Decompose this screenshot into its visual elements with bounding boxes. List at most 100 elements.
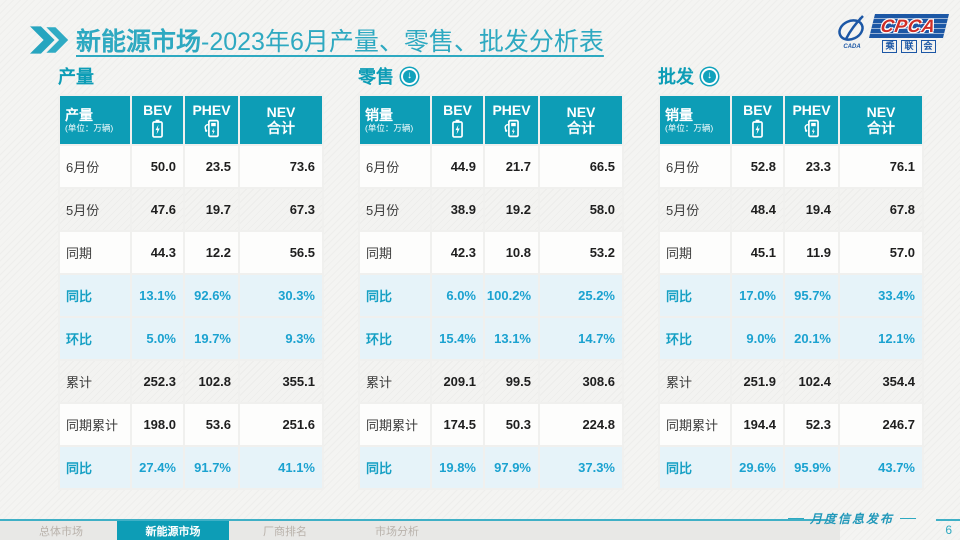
- cada-label: CADA: [843, 44, 861, 50]
- col-header-phev: PHEV: [783, 94, 840, 146]
- table-row: 环比 9.0% 20.1% 12.1%: [658, 316, 924, 361]
- footer-tab-4[interactable]: 市场分析: [375, 525, 419, 538]
- cell-value: 21.7: [483, 144, 540, 189]
- footer-rule: [0, 519, 828, 521]
- section-header: 批发 ↓: [658, 64, 922, 88]
- table-row: 6月份 44.9 21.7 66.5: [358, 144, 624, 189]
- cell-value: 91.7%: [183, 445, 240, 490]
- table-row: 6月份 52.8 23.3 76.1: [658, 144, 924, 189]
- table-row: 环比 5.0% 19.7% 9.3%: [58, 316, 324, 361]
- section-header: 零售 ↓: [358, 64, 622, 88]
- col-nev-label1: NEV: [266, 104, 296, 120]
- double-chevron-icon: [30, 26, 69, 54]
- cell-value: 19.4: [783, 187, 840, 232]
- cell-value: 174.5: [430, 402, 485, 447]
- row-label: 5月份: [358, 187, 432, 232]
- cell-value: 92.6%: [183, 273, 240, 318]
- data-table: 销量 (单位：万辆) BEV PHEV: [658, 94, 924, 490]
- cell-value: 53.2: [538, 230, 624, 275]
- cell-value: 23.3: [783, 144, 840, 189]
- col-nev-label2: 合计: [567, 120, 595, 136]
- row-header-label: 销量: [365, 106, 393, 123]
- cell-value: 44.3: [130, 230, 185, 275]
- cell-value: 99.5: [483, 359, 540, 404]
- table-row: 同期累计 194.4 52.3 246.7: [658, 402, 924, 447]
- table-row: 同期 44.3 12.2 56.5: [58, 230, 324, 275]
- footer-tab-2[interactable]: 新能源市场: [117, 521, 229, 540]
- footer-tabs: 总体市场 新能源市场 厂商排名 市场分析: [0, 521, 840, 540]
- table-row: 同比 6.0% 100.2% 25.2%: [358, 273, 624, 318]
- publication-label: 月度信息发布: [809, 512, 894, 526]
- cell-value: 47.6: [130, 187, 185, 232]
- cell-value: 12.1%: [838, 316, 924, 361]
- cell-value: 58.0: [538, 187, 624, 232]
- page-title-prefix: 新能源市场: [76, 28, 202, 56]
- cell-value: 102.4: [783, 359, 840, 404]
- cell-value: 10.8: [483, 230, 540, 275]
- cell-value: 19.7%: [183, 316, 240, 361]
- row-label: 同比: [358, 273, 432, 318]
- cell-value: 6.0%: [430, 273, 485, 318]
- row-label: 环比: [658, 316, 732, 361]
- col-bev-label: BEV: [743, 101, 772, 118]
- cell-value: 354.4: [838, 359, 924, 404]
- footer-tab-1[interactable]: 总体市场: [39, 525, 83, 538]
- slide-header: 新能源市场-2023年6月产量、零售、批发分析表: [30, 22, 604, 58]
- cell-value: 100.2%: [483, 273, 540, 318]
- battery-icon: [152, 119, 163, 138]
- section-header: 产量: [58, 64, 322, 88]
- cell-value: 42.3: [430, 230, 485, 275]
- row-label: 同比: [658, 273, 732, 318]
- cell-value: 43.7%: [838, 445, 924, 490]
- footer-tab-3[interactable]: 厂商排名: [263, 525, 307, 538]
- cpca-logo: CADA CPCA 乘联会: [835, 13, 949, 53]
- table-row: 同比 17.0% 95.7% 33.4%: [658, 273, 924, 318]
- cell-value: 95.9%: [783, 445, 840, 490]
- col-header-nev: NEV 合计: [538, 94, 624, 146]
- cell-value: 56.5: [238, 230, 324, 275]
- row-label: 5月份: [58, 187, 132, 232]
- cell-value: 19.8%: [430, 445, 485, 490]
- down-arrow-icon: ↓: [403, 69, 416, 83]
- row-header-unit: (单位：万辆): [665, 122, 714, 133]
- page-title: 新能源市场-2023年6月产量、零售、批发分析表: [76, 22, 604, 58]
- cell-value: 23.5: [183, 144, 240, 189]
- col-nev-label2: 合计: [867, 120, 895, 136]
- row-label: 同期累计: [58, 402, 132, 447]
- data-table: 销量 (单位：万辆) BEV PHEV: [358, 94, 624, 490]
- cpca-sub-label: 乘联会: [882, 40, 936, 53]
- cell-value: 224.8: [538, 402, 624, 447]
- cell-value: 246.7: [838, 402, 924, 447]
- table-row: 同比 19.8% 97.9% 37.3%: [358, 445, 624, 490]
- row-header-unit: (单位：万辆): [365, 122, 414, 133]
- cell-value: 53.6: [183, 402, 240, 447]
- battery-icon: [752, 119, 763, 138]
- table-header-row: 产量 (单位：万辆) BEV PHEV: [58, 94, 324, 146]
- data-table: 产量 (单位：万辆) BEV PHEV: [58, 94, 324, 490]
- cell-value: 30.3%: [238, 273, 324, 318]
- charger-icon: [804, 119, 819, 137]
- table-row: 同期累计 198.0 53.6 251.6: [58, 402, 324, 447]
- row-label: 6月份: [658, 144, 732, 189]
- cell-value: 9.3%: [238, 316, 324, 361]
- cell-value: 25.2%: [538, 273, 624, 318]
- cell-value: 355.1: [238, 359, 324, 404]
- row-label: 6月份: [58, 144, 132, 189]
- col-nev-label1: NEV: [566, 104, 596, 120]
- table-section: 批发 ↓ 销量 (单位：万辆) BEV: [658, 64, 924, 490]
- page-title-suffix: -2023年6月产量、零售、批发分析表: [201, 28, 604, 56]
- table-row: 同期累计 174.5 50.3 224.8: [358, 402, 624, 447]
- cell-value: 44.9: [430, 144, 485, 189]
- section-title: 产量: [58, 67, 94, 87]
- col-bev-label: BEV: [443, 101, 472, 118]
- row-label: 累计: [358, 359, 432, 404]
- table-header-row: 销量 (单位：万辆) BEV PHEV: [658, 94, 924, 146]
- col-phev-label: PHEV: [792, 101, 831, 118]
- cell-value: 73.6: [238, 144, 324, 189]
- row-label: 同比: [358, 445, 432, 490]
- col-header-bev: BEV: [130, 94, 185, 146]
- table-row: 同期 45.1 11.9 57.0: [658, 230, 924, 275]
- table-row: 5月份 48.4 19.4 67.8: [658, 187, 924, 232]
- row-label: 环比: [58, 316, 132, 361]
- battery-icon: [452, 119, 463, 138]
